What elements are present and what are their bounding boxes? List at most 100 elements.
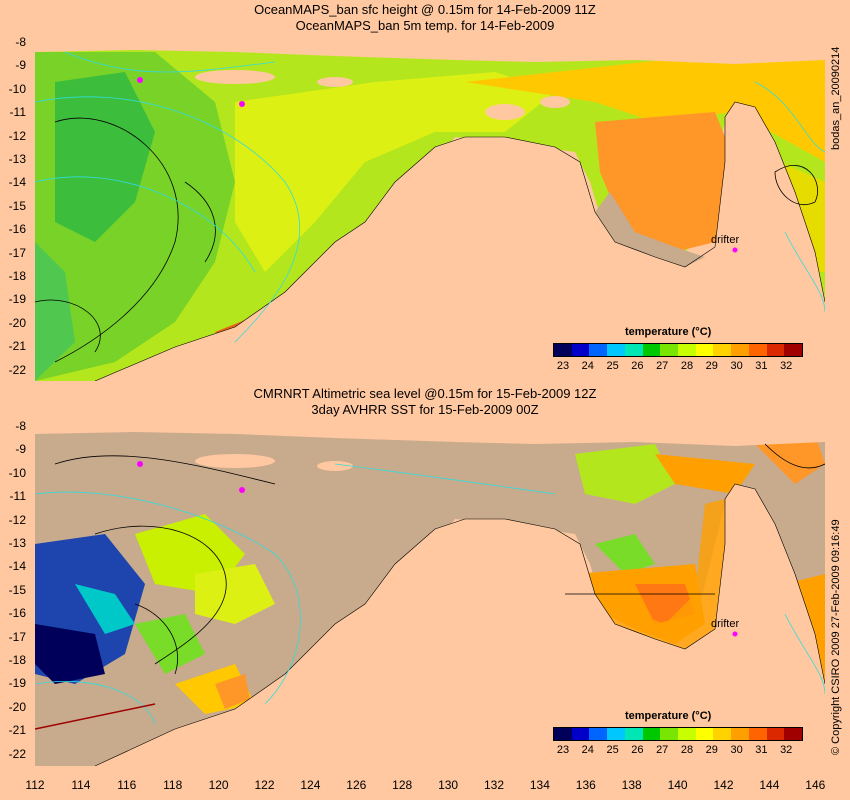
colorbar-swatch: [695, 344, 714, 356]
colorbar-tick-label: 29: [705, 360, 718, 372]
x-tick-label: 140: [667, 778, 688, 792]
colorbar-swatch: [660, 728, 679, 740]
y-tick-label: -10: [8, 465, 26, 480]
bottom-title-line2: 3day AVHRR SST for 15-Feb-2009 00Z: [311, 402, 539, 417]
y-tick-label: -18: [8, 653, 26, 667]
top-colorbar-title: temperature (°C): [625, 326, 712, 338]
colorbar-tick-label: 28: [680, 360, 694, 372]
colorbar-tick-label: 27: [656, 744, 669, 756]
bottom-map-panel: [35, 424, 825, 766]
x-tick-label: 122: [254, 778, 275, 792]
colorbar-swatch: [713, 344, 732, 356]
colorbar-swatch: [571, 344, 590, 356]
colorbar-tick-label: 23: [556, 360, 570, 372]
colorbar-tick-label: 26: [631, 744, 644, 756]
y-tick-label: -22: [8, 362, 26, 377]
colorbar-tick-label: 24: [581, 744, 594, 756]
y-tick-label: -16: [8, 606, 26, 621]
colorbar-swatch: [766, 344, 785, 356]
x-tick-label: 142: [713, 778, 734, 792]
colorbar-swatch: [554, 728, 572, 740]
y-tick-label: -21: [8, 723, 26, 738]
top-side-label: bodas_an_20090214: [830, 46, 842, 150]
colorbar-tick-label: 25: [606, 360, 619, 372]
y-tick-label: -19: [8, 676, 26, 691]
colorbar-tick-label: 23: [556, 744, 570, 756]
colorbar-swatch: [624, 728, 643, 740]
y-tick-label: -15: [8, 198, 26, 213]
y-tick-label: -13: [8, 536, 26, 550]
top-australia-land: [35, 102, 825, 381]
bottom-drifter-marker-3: [732, 631, 738, 637]
y-tick-label: -8: [15, 419, 26, 433]
bottom-side-label: © Copyright CSIRO 2009 27-Feb-2009 09:16…: [830, 519, 842, 755]
top-colorbar: [553, 343, 803, 357]
x-tick-label: 118: [163, 778, 183, 792]
y-tick-label: -11: [9, 105, 26, 120]
x-tick-label: 120: [208, 778, 229, 792]
bottom-colorbar: [553, 727, 803, 741]
y-tick-label: -8: [15, 35, 26, 49]
colorbar-tick-label: 26: [631, 360, 644, 372]
colorbar-swatch: [607, 344, 625, 356]
y-tick-label: -20: [8, 699, 26, 714]
colorbar-swatch: [678, 344, 696, 356]
y-tick-label: -18: [8, 269, 26, 283]
top-map-panel: [35, 42, 825, 381]
colorbar-swatch: [624, 344, 643, 356]
y-tick-label: -12: [8, 128, 26, 143]
colorbar-swatch: [642, 728, 661, 740]
y-tick-label: -20: [8, 315, 26, 330]
y-tick-label: -22: [8, 746, 26, 761]
y-tick-label: -19: [8, 292, 26, 307]
bottom-australia-land: [35, 484, 825, 766]
colorbar-tick-label: 30: [730, 360, 743, 372]
colorbar-swatch: [748, 344, 767, 356]
y-tick-label: -14: [8, 175, 26, 190]
x-tick-label: 126: [346, 778, 367, 792]
x-tick-label: 112: [25, 778, 45, 792]
colorbar-swatch: [748, 728, 767, 740]
colorbar-swatch: [784, 728, 803, 740]
x-tick-label: 128: [392, 778, 413, 792]
x-tick-label: 114: [71, 778, 91, 792]
colorbar-tick-label: 28: [680, 744, 694, 756]
y-tick-label: -11: [9, 489, 26, 504]
colorbar-swatch: [660, 344, 679, 356]
y-tick-label: -9: [15, 58, 26, 73]
y-tick-label: -17: [8, 245, 26, 260]
colorbar-swatch: [642, 344, 661, 356]
top-title-line2: OceanMAPS_ban 5m temp. for 14-Feb-2009: [295, 18, 555, 33]
colorbar-tick-label: 31: [755, 744, 768, 756]
x-tick-label: 136: [575, 778, 596, 792]
colorbar-swatch: [589, 728, 608, 740]
colorbar-tick-label: 32: [780, 360, 793, 372]
y-tick-label: -10: [8, 81, 26, 96]
colorbar-tick-label: 32: [780, 744, 793, 756]
colorbar-tick-label: 31: [755, 360, 768, 372]
y-tick-label: -12: [8, 512, 26, 527]
colorbar-swatch: [731, 728, 749, 740]
colorbar-swatch: [607, 728, 625, 740]
colorbar-tick-label: 29: [705, 744, 718, 756]
y-tick-label: -15: [8, 582, 26, 597]
bottom-drifter-marker-2: [239, 487, 245, 493]
colorbar-tick-label: 24: [581, 360, 594, 372]
colorbar-tick-label: 25: [606, 744, 619, 756]
colorbar-swatch: [731, 344, 749, 356]
top-drifter-marker-1: [137, 77, 143, 83]
x-tick-label: 144: [759, 778, 780, 792]
bottom-drifter-label: drifter: [711, 618, 740, 630]
y-tick-label: -9: [15, 442, 26, 457]
bottom-drifter-marker-1: [137, 461, 143, 467]
bottom-colorbar-title: temperature (°C): [625, 710, 712, 722]
colorbar-swatch: [571, 728, 590, 740]
colorbar-swatch: [766, 728, 785, 740]
x-tick-label: 134: [529, 778, 550, 792]
y-tick-label: -16: [8, 222, 26, 237]
x-tick-label: 116: [117, 778, 137, 792]
colorbar-swatch: [554, 344, 572, 356]
colorbar-tick-label: 30: [730, 744, 743, 756]
colorbar-swatch: [589, 344, 608, 356]
colorbar-tick-label: 27: [656, 360, 669, 372]
